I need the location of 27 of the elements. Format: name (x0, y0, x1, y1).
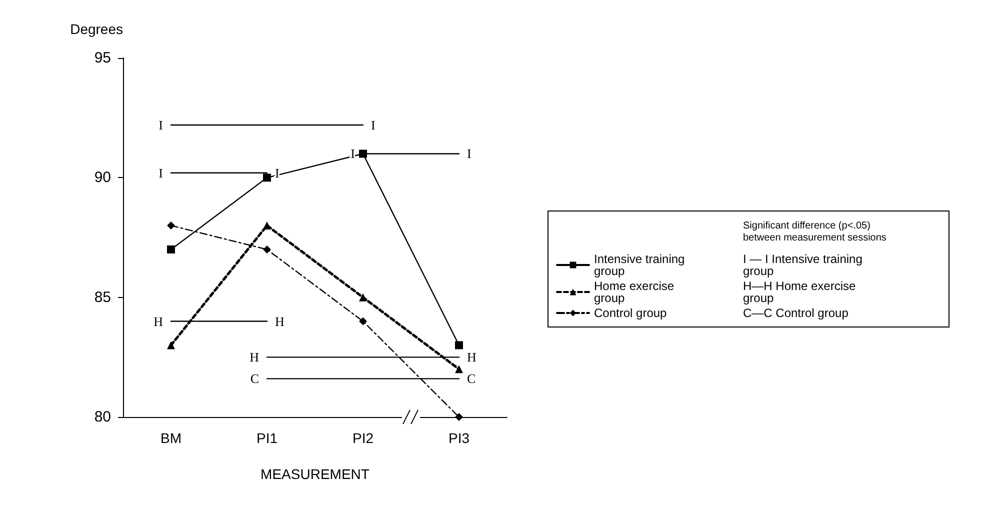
data-label: H (467, 350, 476, 365)
y-tick-label: 90 (94, 169, 111, 186)
x-axis-title: MEASUREMENT (260, 466, 370, 482)
data-label: I (158, 165, 163, 180)
x-tick-label: BM (160, 430, 182, 446)
data-label: H (154, 314, 163, 329)
x-tick-label: PI3 (448, 430, 470, 446)
text: H—H Home exercise group (743, 279, 856, 305)
data-label: I (158, 118, 163, 133)
y-tick-label: 85 (94, 288, 111, 306)
text: Significant difference (p<.05) between measurement sessions (743, 220, 886, 244)
data-label: C (467, 371, 476, 386)
data-label: H (275, 314, 284, 329)
y-tick-label: 95 (94, 50, 111, 66)
x-tick-label: PI2 (352, 430, 374, 446)
data-label: H (250, 350, 259, 365)
data-label: I (371, 118, 376, 133)
legend-label: Home exercise group (594, 279, 678, 305)
data-label: I (467, 146, 472, 162)
text: I — I Intensive training group (743, 252, 862, 278)
text: C—C Control group (743, 306, 849, 320)
y-tick-label: 80 (94, 408, 111, 426)
x-tick-label: PI1 (256, 430, 278, 446)
y-axis-title: Degrees (70, 21, 123, 37)
legend-label: Intensive training group (594, 252, 688, 278)
data-label: C (250, 371, 259, 386)
legend-label: Control group (594, 306, 668, 320)
